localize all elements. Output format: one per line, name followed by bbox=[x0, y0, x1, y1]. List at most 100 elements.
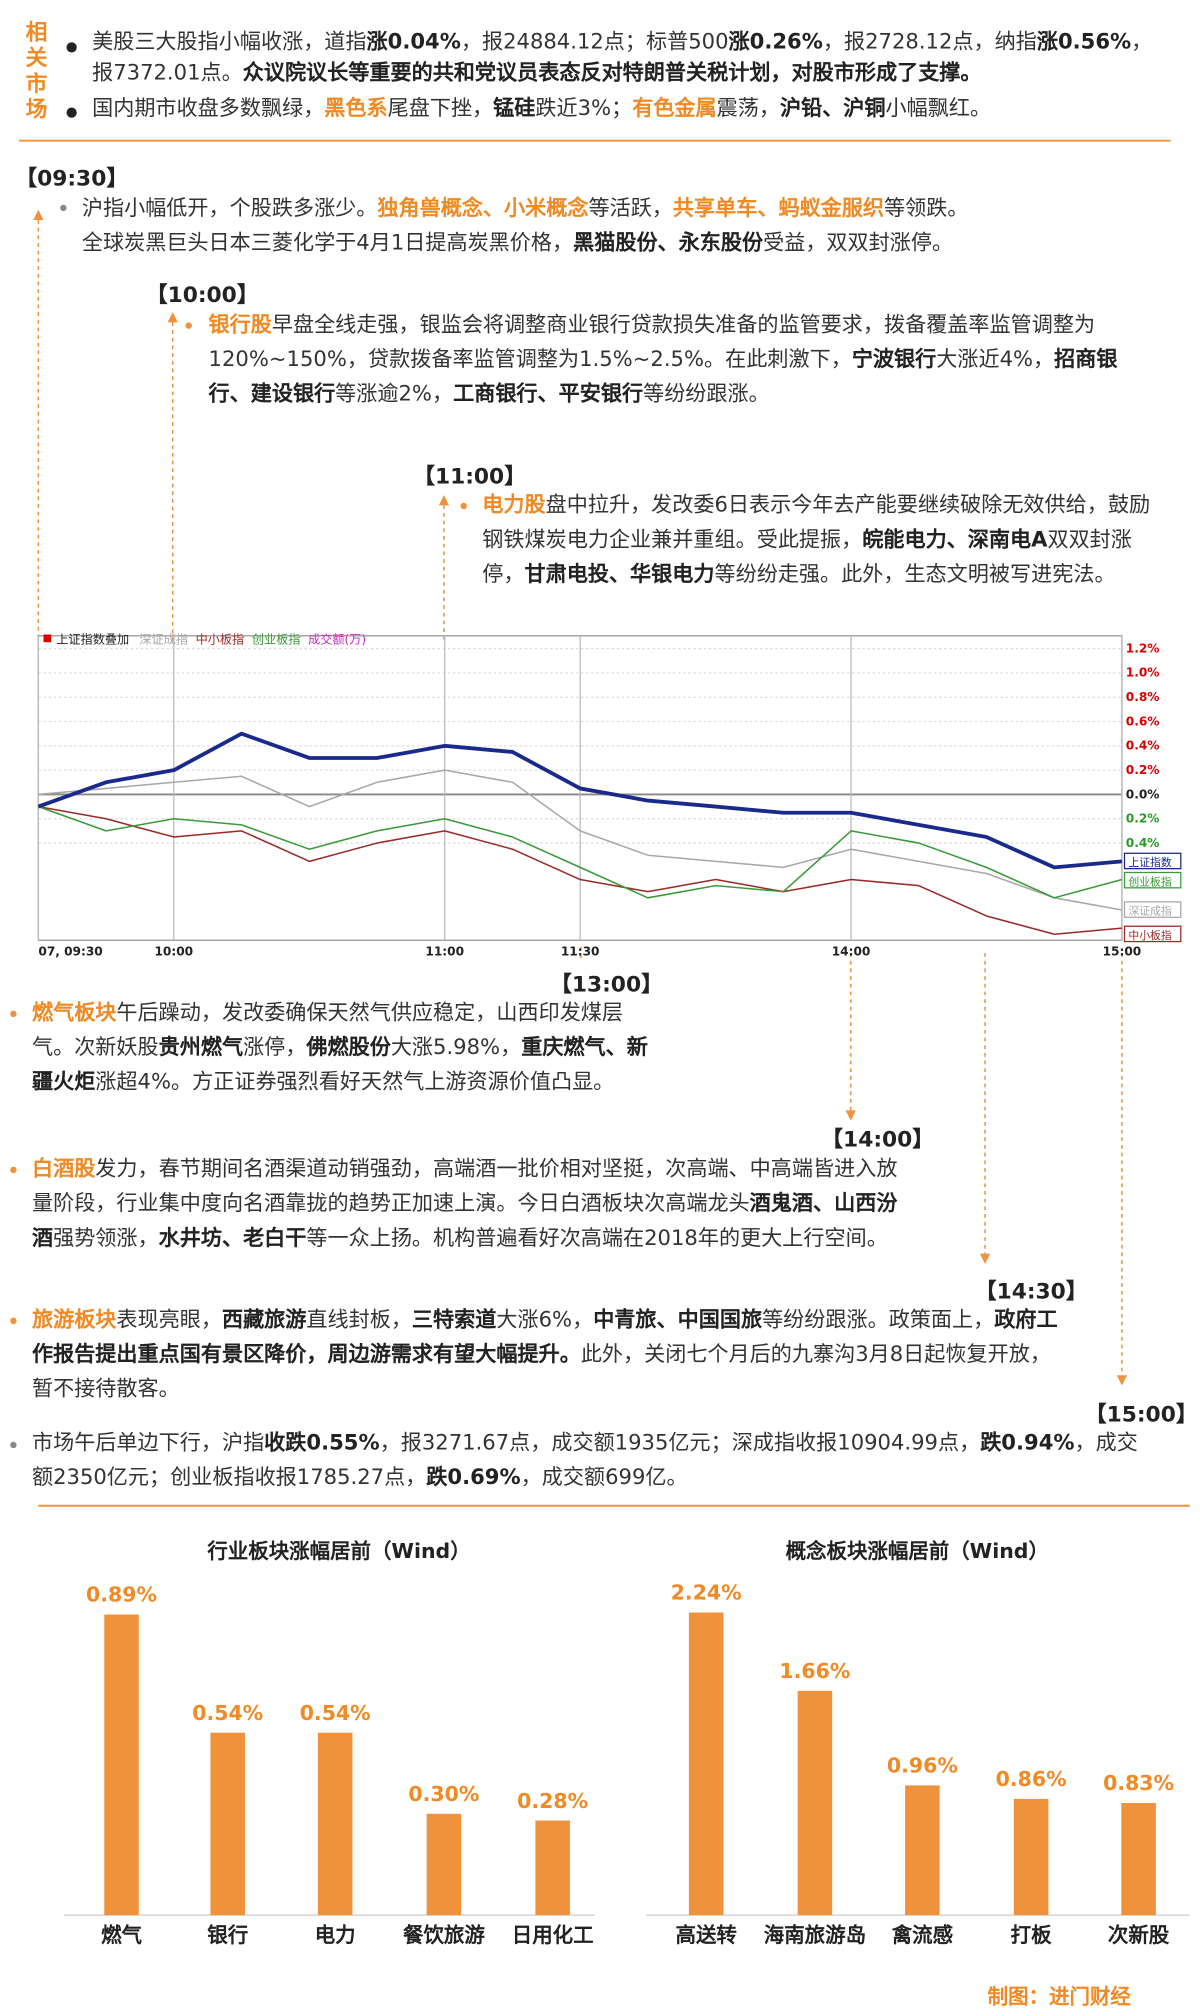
bullet bbox=[60, 204, 67, 212]
legend-label: 深证成指 bbox=[139, 631, 188, 646]
x-tick-label: 15:00 bbox=[1103, 945, 1142, 959]
text-run: 黑猫股份、永东股份 bbox=[573, 230, 764, 255]
value-label: 2.24% bbox=[671, 1581, 742, 1605]
y-tick-label: 0.4% bbox=[1126, 739, 1160, 753]
chart-title: 概念板块涨幅居前（Wind） bbox=[786, 1539, 1049, 1563]
text-run: 发力，春节期间名酒渠道动销强劲，高端酒一批价相对坚挺，次高端、中高端皆进入放量阶… bbox=[31, 1156, 898, 1216]
text-run: ，报24884.12点；标普500 bbox=[460, 29, 729, 54]
x-tick-label: 高送转 bbox=[675, 1923, 736, 1947]
bullet bbox=[10, 1166, 17, 1174]
end-label: 深证成指 bbox=[1128, 904, 1172, 918]
index-line bbox=[38, 805, 1123, 936]
text-run: 燃气板块 bbox=[31, 1000, 117, 1025]
text-run: ，报7372.01点。 bbox=[92, 29, 1153, 85]
text-run: 收跌0.55% bbox=[264, 1430, 380, 1455]
x-tick-label: 11:00 bbox=[425, 945, 464, 959]
bar bbox=[797, 1690, 833, 1916]
text-run: 美股三大股指小幅收涨，道指 bbox=[92, 29, 367, 54]
arrowhead bbox=[845, 1110, 856, 1121]
text-run: 独角兽概念、小米概念 bbox=[377, 195, 589, 221]
time-label: 【14:00】 bbox=[821, 1127, 935, 1153]
text-run: 甘肃电投、华银电力 bbox=[524, 561, 715, 586]
bullet bbox=[185, 322, 192, 329]
text-run: 有色金属 bbox=[632, 95, 717, 121]
end-label: 中小板指 bbox=[1128, 928, 1172, 942]
arrowhead bbox=[979, 1253, 991, 1264]
bar bbox=[1121, 1802, 1156, 1916]
x-tick-label: 海南旅游岛 bbox=[764, 1923, 866, 1947]
text-run: 涨0.56% bbox=[1036, 29, 1132, 54]
value-label: 0.54% bbox=[300, 1701, 371, 1725]
arrowhead bbox=[167, 312, 178, 323]
paragraph: 电力股盘中拉升，发改委6日表示今年去产能要继续破除无效供给，鼓励钢铁煤炭电力企业… bbox=[482, 487, 1157, 591]
text-run: 市场午后单边下行，沪指 bbox=[31, 1430, 265, 1455]
paragraph: 燃气板块午后躁动，发改委确保天然气供应稳定，山西印发煤层气。次新妖股贵州燃气涨停… bbox=[32, 995, 659, 1099]
text-run: 水井坊、老白干 bbox=[158, 1225, 307, 1250]
text-run: 跌0.94% bbox=[980, 1430, 1075, 1455]
text-run: 直线封板， bbox=[306, 1307, 412, 1332]
x-tick-label: 次新股 bbox=[1108, 1923, 1170, 1947]
x-tick-label: 日用化工 bbox=[512, 1923, 594, 1947]
index-line bbox=[38, 769, 1123, 911]
legend-label: 上证指数叠加 bbox=[56, 631, 129, 646]
text-run: 白酒股 bbox=[31, 1156, 96, 1181]
text-run: 早盘全线走强，银监会将调整商业银行贷款损失准备的监管要求，拨备覆盖率监管调整为1… bbox=[208, 312, 1096, 371]
time-label: 【10:00】 bbox=[145, 282, 259, 309]
text-run: 此外，关闭七个月后的九寨沟3月8日起恢复开放，暂不接待散客。 bbox=[31, 1341, 1051, 1401]
time-label: 【09:30】 bbox=[15, 166, 129, 192]
text-run: 佛燃股份 bbox=[306, 1034, 391, 1060]
text-run: 工商银行、平安银行 bbox=[453, 381, 644, 406]
text-run: 银行股 bbox=[208, 312, 272, 337]
text-run: 表现亮眼， bbox=[116, 1307, 222, 1332]
end-label: 上证指数 bbox=[1128, 855, 1172, 869]
text-run: 大涨5.98%， bbox=[390, 1034, 522, 1060]
bar bbox=[688, 1612, 724, 1916]
text-run: 贵州燃气 bbox=[158, 1034, 244, 1060]
time-pointers bbox=[37, 220, 1123, 1376]
x-tick-label: 禽流感 bbox=[891, 1923, 953, 1947]
value-label: 0.83% bbox=[1103, 1771, 1174, 1795]
y-tick-label: 0.8% bbox=[1126, 690, 1160, 704]
y-tick-label: 0.0% bbox=[1126, 787, 1160, 801]
text-run: 涨超4%。方正证券强烈看好天然气上游资源价值凸显。 bbox=[95, 1069, 615, 1094]
text-run: 大涨6%， bbox=[496, 1307, 594, 1332]
text-run: 政府工作报告提出重点国有景区降价，周边游需求有望大幅提升。 bbox=[31, 1307, 1058, 1367]
bar bbox=[1013, 1798, 1049, 1916]
text-run: 沪铅、沪铜 bbox=[779, 95, 886, 121]
text-run: 国内期市收盘多数飘绿， bbox=[92, 95, 325, 121]
arrowhead bbox=[438, 495, 450, 506]
bullet bbox=[460, 502, 467, 510]
legend-label: 成交额(万) bbox=[308, 631, 366, 646]
bullet bbox=[10, 1010, 17, 1018]
text-run: 黑色系 bbox=[324, 95, 388, 121]
text-run: 等纷纷跟涨。 bbox=[643, 381, 770, 406]
end-label-box bbox=[1123, 852, 1182, 870]
text-run: 锰硅 bbox=[493, 95, 536, 121]
bar bbox=[426, 1813, 462, 1916]
text-run: ，报3271.67点，成交额1935亿元；深成指收报10904.99点， bbox=[379, 1430, 981, 1455]
text-run: 盘中拉升，发改委6日表示今年去产能要继续破除无效供给，鼓励钢铁煤炭电力企业兼并重… bbox=[482, 492, 1151, 552]
bar bbox=[535, 1820, 570, 1916]
text-run: 三特索道 bbox=[411, 1307, 497, 1332]
x-tick-label: 餐饮旅游 bbox=[403, 1923, 485, 1947]
bullet bbox=[10, 1441, 17, 1449]
value-label: 1.66% bbox=[779, 1659, 850, 1683]
text-run: 午后躁动，发改委确保天然气供应稳定，山西印发煤层气。次新妖股 bbox=[31, 1000, 624, 1060]
legend-label: 中小板指 bbox=[196, 631, 245, 646]
legend-swatch bbox=[43, 634, 52, 643]
value-label: 0.96% bbox=[887, 1754, 958, 1778]
text-run: 等领跌。 bbox=[883, 195, 969, 221]
text-run: ，成交额699亿。 bbox=[520, 1464, 688, 1490]
section-label: 相关市场 bbox=[25, 20, 48, 123]
text-run: 皖能电力、深南电A bbox=[862, 527, 1048, 552]
text-run: 受益，双双封涨停。 bbox=[763, 230, 954, 255]
text-run: 等活跃， bbox=[588, 195, 673, 221]
text-run: 西藏旅游 bbox=[221, 1307, 307, 1332]
bullet bbox=[10, 1317, 17, 1325]
paragraph: 市场午后单边下行，沪指收跌0.55%，报3271.67点，成交额1935亿元；深… bbox=[32, 1425, 1158, 1494]
paragraph: 白酒股发力，春节期间名酒渠道动销强劲，高端酒一批价相对坚挺，次高端、中高端皆进入… bbox=[32, 1151, 908, 1255]
bar bbox=[210, 1732, 245, 1916]
paragraph: 全球炭黑巨头日本三菱化学于4月1日提高炭黑价格，黑猫股份、永东股份受益，双双封涨… bbox=[82, 225, 1182, 260]
text-run: 尾盘下挫， bbox=[387, 95, 494, 121]
